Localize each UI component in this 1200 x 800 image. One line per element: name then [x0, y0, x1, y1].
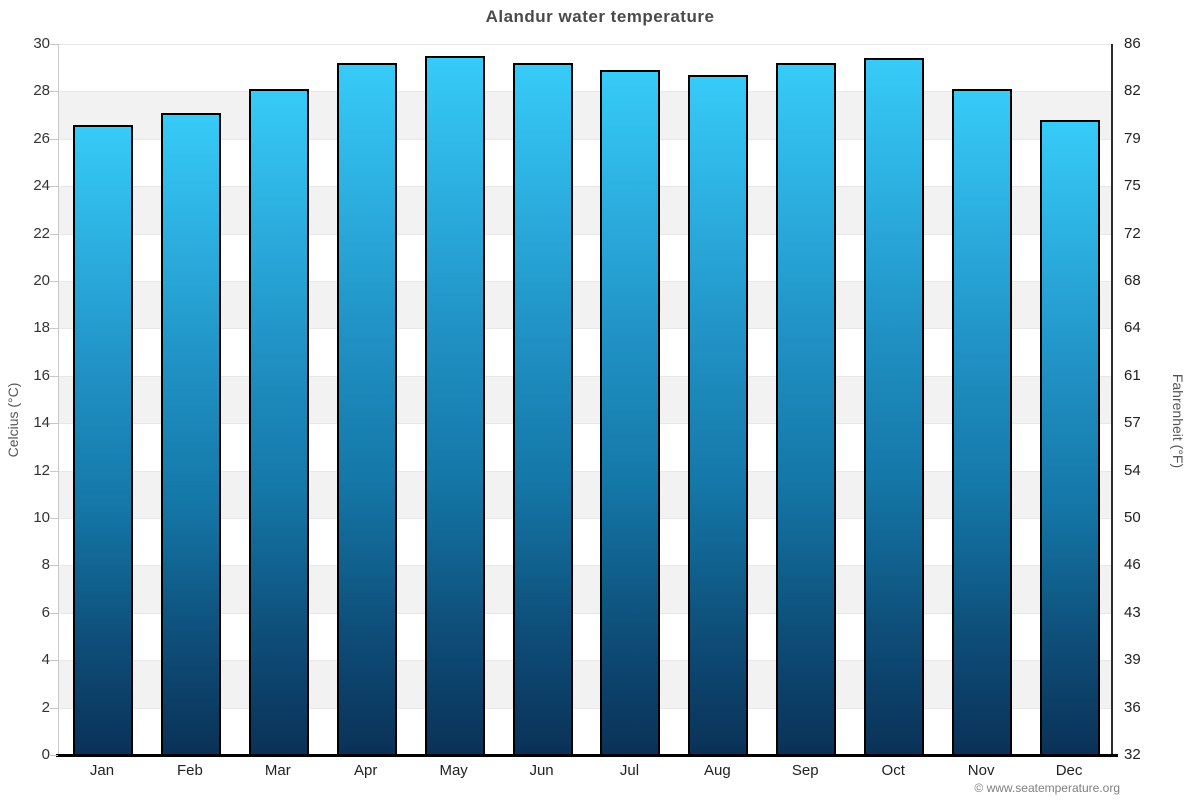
- y-tick-right-43: 43: [1124, 603, 1141, 621]
- y-tick-right-54: 54: [1124, 461, 1141, 479]
- x-tick-may: May: [439, 762, 468, 779]
- grid-band: [59, 612, 1111, 661]
- x-tick-jan: Jan: [89, 762, 115, 779]
- grid-band: [59, 186, 1111, 234]
- bar-jun: [512, 62, 573, 755]
- bar-mar: [248, 89, 309, 755]
- x-tick-oct: Oct: [881, 762, 905, 779]
- x-tick-nov: Nov: [967, 762, 995, 779]
- grid-band: [59, 328, 1111, 376]
- y-tick-left-0: 0: [41, 746, 50, 763]
- grid-band: [59, 138, 1111, 187]
- x-tick-feb: Feb: [176, 762, 203, 779]
- x-tick-dec: Dec: [1055, 762, 1083, 779]
- chart-title: Alandur water temperature: [485, 7, 715, 26]
- y-tick-right-46: 46: [1124, 556, 1141, 574]
- bar-sep: [776, 62, 837, 755]
- bar-may: [424, 55, 485, 755]
- y-axis-left-title: Celcius (°C): [5, 382, 21, 458]
- y-tick-mark: [50, 423, 58, 425]
- y-tick-left-28: 28: [33, 82, 50, 100]
- grid-band: [59, 707, 1111, 755]
- grid-band: [59, 565, 1111, 613]
- y-tick-left-24: 24: [33, 177, 50, 195]
- y-tick-right-68: 68: [1124, 272, 1141, 289]
- y-tick-right-82: 82: [1124, 82, 1141, 100]
- y-tick-right-64: 64: [1124, 319, 1141, 337]
- y-tick-mark: [50, 470, 58, 472]
- plot-area: [58, 44, 1113, 755]
- x-axis-line: [56, 754, 1118, 757]
- y-tick-mark: [50, 518, 58, 519]
- x-tick-mar: Mar: [264, 762, 291, 779]
- y-tick-mark: [50, 375, 58, 377]
- y-tick-left-12: 12: [33, 461, 50, 479]
- y-tick-left-22: 22: [33, 224, 50, 242]
- copyright: © www.seatemperature.org: [974, 781, 1120, 795]
- y-tick-left-6: 6: [41, 603, 50, 621]
- y-tick-left-10: 10: [33, 509, 50, 526]
- copyright-link[interactable]: © www.seatemperature.org: [974, 781, 1120, 795]
- bar-dec: [1040, 119, 1101, 755]
- y-tick-right-39: 39: [1124, 651, 1141, 669]
- y-tick-mark: [50, 707, 58, 709]
- grid-band: [59, 470, 1111, 518]
- y-tick-mark: [50, 565, 58, 567]
- y-tick-right-75: 75: [1124, 177, 1141, 195]
- grid-band: [59, 518, 1111, 566]
- grid-band: [59, 233, 1111, 281]
- y-tick-mark: [50, 660, 58, 662]
- grid-band: [59, 660, 1111, 708]
- y-tick-left-14: 14: [33, 414, 50, 432]
- y-tick-left-20: 20: [33, 272, 50, 289]
- grid-band: [59, 423, 1111, 471]
- y-tick-right-50: 50: [1124, 509, 1141, 526]
- y-tick-right-61: 61: [1124, 366, 1141, 384]
- y-tick-left-2: 2: [41, 698, 50, 716]
- x-tick-jul: Jul: [619, 762, 640, 779]
- y-tick-mark: [50, 755, 58, 756]
- grid-band: [59, 44, 1111, 92]
- y-tick-mark: [50, 186, 58, 188]
- y-tick-right-36: 36: [1124, 698, 1141, 716]
- y-tick-left-8: 8: [41, 556, 50, 574]
- x-tick-jun: Jun: [529, 762, 554, 779]
- y-tick-mark: [50, 91, 58, 93]
- bar-aug: [688, 74, 749, 755]
- y-tick-left-30: 30: [33, 35, 50, 52]
- bar-jan: [72, 124, 133, 755]
- y-tick-left-18: 18: [33, 319, 50, 337]
- y-tick-mark: [50, 281, 58, 282]
- y-tick-right-72: 72: [1124, 224, 1141, 242]
- y-tick-mark: [50, 612, 58, 614]
- y-tick-right-79: 79: [1124, 129, 1141, 147]
- bar-apr: [336, 62, 397, 755]
- y-tick-mark: [50, 233, 58, 235]
- y-tick-right-86: 86: [1124, 35, 1141, 52]
- grid-band: [59, 375, 1111, 424]
- y-tick-mark: [50, 44, 58, 45]
- bar-feb: [160, 112, 221, 755]
- y-tick-mark: [50, 138, 58, 140]
- y-axis-right-title: Fahrenheit (°F): [1170, 373, 1186, 469]
- x-tick-apr: Apr: [354, 762, 378, 779]
- x-tick-aug: Aug: [704, 762, 731, 779]
- grid-band: [59, 281, 1111, 329]
- y-tick-left-16: 16: [33, 366, 50, 384]
- y-tick-right-57: 57: [1124, 414, 1141, 432]
- y-tick-right-32: 32: [1124, 746, 1141, 763]
- bar-jul: [600, 70, 661, 755]
- y-tick-left-4: 4: [41, 651, 50, 669]
- bar-oct: [864, 58, 925, 755]
- y-tick-mark: [50, 328, 58, 330]
- x-tick-sep: Sep: [791, 762, 819, 779]
- bar-nov: [952, 89, 1013, 755]
- grid-band: [59, 91, 1111, 139]
- y-tick-left-26: 26: [33, 129, 50, 147]
